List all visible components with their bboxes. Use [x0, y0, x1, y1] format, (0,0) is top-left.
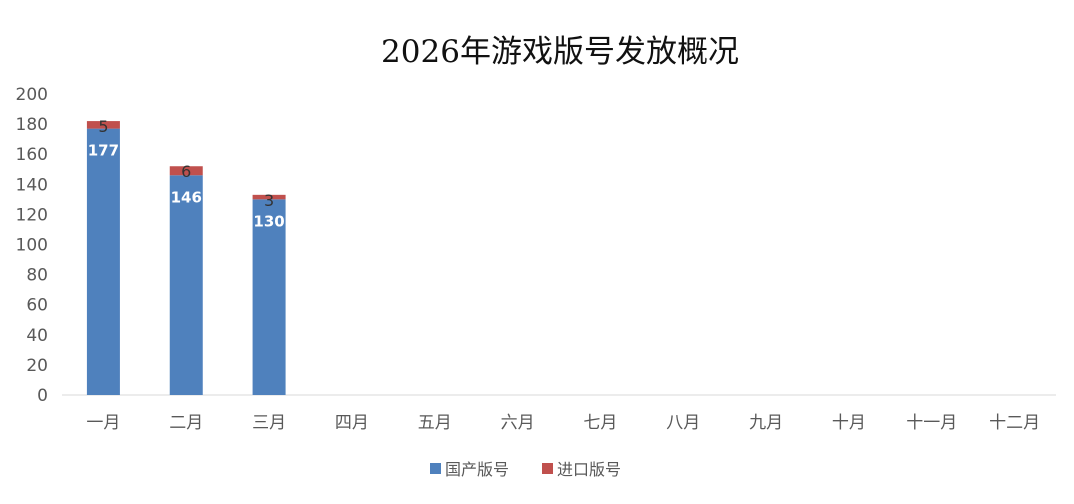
y-tick-label: 80: [26, 266, 48, 286]
y-tick-label: 140: [16, 175, 48, 195]
data-label: 5: [98, 117, 108, 136]
x-tick-label: 一月: [86, 413, 120, 433]
bar-segment-domestic: [252, 199, 286, 395]
x-tick-label: 二月: [169, 413, 203, 433]
y-tick-label: 20: [26, 356, 48, 376]
y-tick-label: 40: [26, 326, 48, 346]
data-label: 6: [181, 162, 191, 181]
x-tick-label: 十一月: [906, 413, 957, 433]
y-tick-label: 180: [16, 115, 48, 135]
bar-segment-imported: [169, 166, 203, 176]
data-label: 146: [171, 188, 202, 206]
x-tick-label: 三月: [252, 413, 286, 433]
bar-segment-domestic: [169, 175, 203, 395]
data-label: 177: [88, 142, 119, 160]
x-tick-label: 八月: [666, 413, 700, 433]
y-tick-label: 120: [16, 205, 48, 225]
y-tick-label: 60: [26, 296, 48, 316]
x-tick-label: 九月: [749, 413, 783, 433]
chart-title: 2026年游戏版号发放概况: [381, 34, 739, 70]
legend-label: 国产版号: [445, 460, 509, 479]
legend-label: 进口版号: [557, 460, 621, 479]
y-tick-label: 100: [16, 236, 48, 256]
bar-segment-imported: [252, 194, 286, 200]
legend-swatch: [430, 463, 441, 474]
bar-segment-domestic: [86, 128, 120, 396]
x-tick-label: 五月: [418, 413, 452, 433]
x-tick-label: 四月: [335, 413, 369, 433]
x-tick-label: 六月: [501, 413, 535, 433]
legend-swatch: [542, 463, 553, 474]
bar-segment-imported: [86, 121, 120, 129]
y-tick-label: 0: [37, 386, 48, 406]
x-tick-label: 十月: [832, 413, 866, 433]
x-tick-label: 十二月: [989, 413, 1040, 433]
data-label: 130: [253, 212, 284, 230]
data-label: 3: [264, 191, 274, 210]
y-tick-label: 160: [16, 145, 48, 165]
x-tick-label: 七月: [583, 413, 617, 433]
y-tick-label: 200: [16, 85, 48, 105]
